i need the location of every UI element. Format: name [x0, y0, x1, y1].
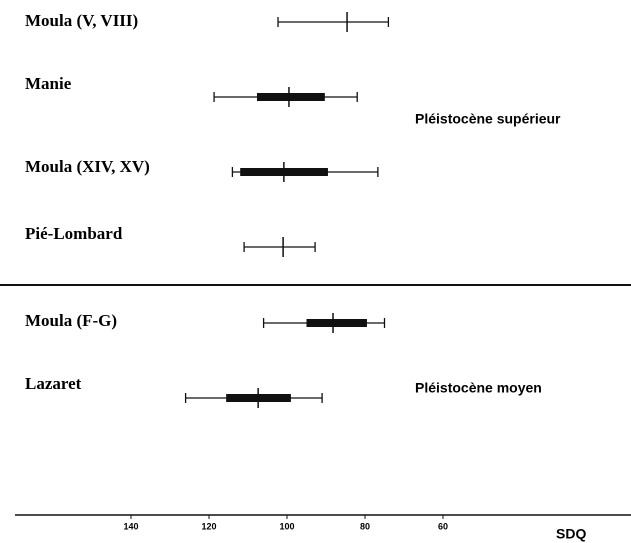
x-tick-label: 60 — [438, 521, 448, 531]
x-tick-label: 140 — [123, 521, 138, 531]
range-box — [256, 93, 325, 101]
row-label: Lazaret — [25, 374, 82, 393]
range-box — [306, 319, 367, 327]
row-label: Moula (F-G) — [25, 311, 117, 330]
x-tick-label: 80 — [360, 521, 370, 531]
annotation: Pléistocène supérieur — [415, 111, 561, 127]
row-label: Manie — [25, 74, 72, 93]
annotation: Pléistocène moyen — [415, 380, 542, 396]
row-label: Moula (XIV, XV) — [25, 157, 150, 176]
row-label: Pié-Lombard — [25, 224, 123, 243]
x-tick-label: 100 — [279, 521, 294, 531]
x-axis-label: SDQ — [556, 526, 586, 542]
x-tick-label: 120 — [201, 521, 216, 531]
row-label: Moula (V, VIII) — [25, 11, 138, 30]
